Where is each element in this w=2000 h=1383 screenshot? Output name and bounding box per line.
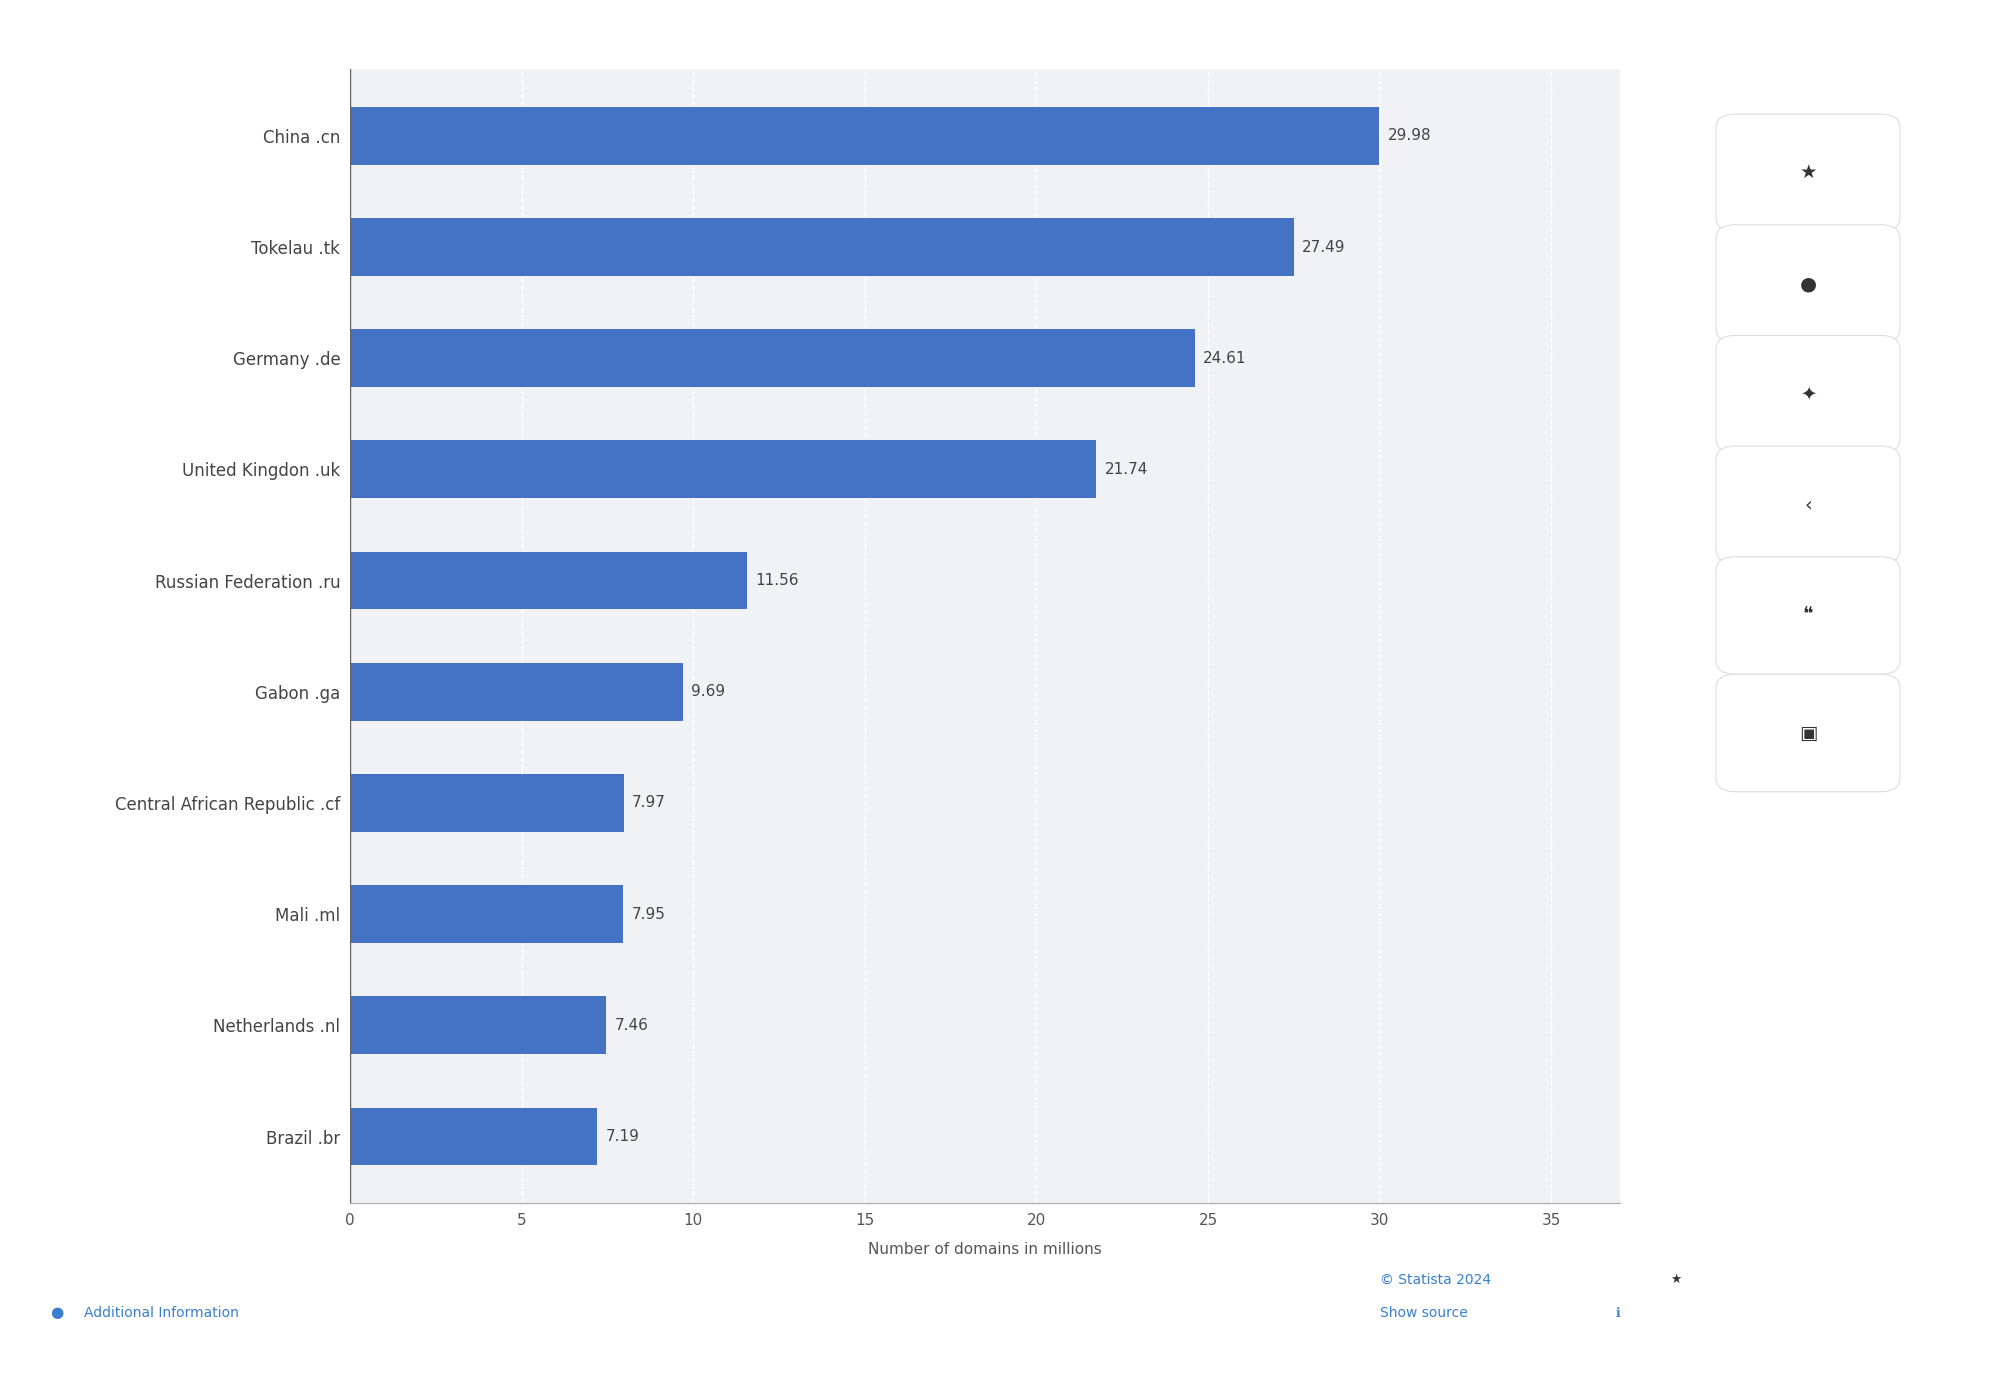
Bar: [350, 106, 1380, 165]
Bar: [350, 1108, 596, 1166]
Text: ❝: ❝: [1802, 606, 1814, 625]
Text: ▣: ▣: [1798, 723, 1818, 743]
Text: 7.97: 7.97: [632, 795, 666, 810]
Text: 21.74: 21.74: [1104, 462, 1148, 477]
Bar: [350, 552, 746, 610]
Text: © Statista 2024: © Statista 2024: [1380, 1272, 1492, 1286]
Text: 9.69: 9.69: [692, 685, 726, 700]
Bar: [350, 662, 682, 721]
Text: ✦: ✦: [1800, 384, 1816, 404]
Text: 29.98: 29.98: [1388, 129, 1432, 144]
Text: 7.46: 7.46: [614, 1018, 648, 1033]
Bar: [350, 885, 622, 943]
Text: Show source: Show source: [1380, 1306, 1468, 1319]
Text: ●: ●: [50, 1304, 64, 1319]
Text: 7.95: 7.95: [632, 907, 666, 921]
Text: 7.19: 7.19: [606, 1129, 640, 1144]
Bar: [350, 441, 1096, 498]
Text: ●: ●: [1800, 274, 1816, 293]
Text: 24.61: 24.61: [1204, 351, 1246, 365]
Text: 11.56: 11.56: [756, 573, 798, 588]
Bar: [350, 996, 606, 1054]
Text: Additional Information: Additional Information: [84, 1306, 238, 1319]
Text: ‹: ‹: [1804, 495, 1812, 514]
Bar: [350, 774, 624, 831]
Text: ★: ★: [1670, 1274, 1682, 1286]
Text: ★: ★: [1800, 163, 1816, 183]
Bar: [350, 329, 1194, 387]
X-axis label: Number of domains in millions: Number of domains in millions: [868, 1242, 1102, 1257]
Text: 27.49: 27.49: [1302, 239, 1346, 254]
Bar: [350, 219, 1294, 277]
Text: ℹ: ℹ: [1616, 1307, 1620, 1319]
